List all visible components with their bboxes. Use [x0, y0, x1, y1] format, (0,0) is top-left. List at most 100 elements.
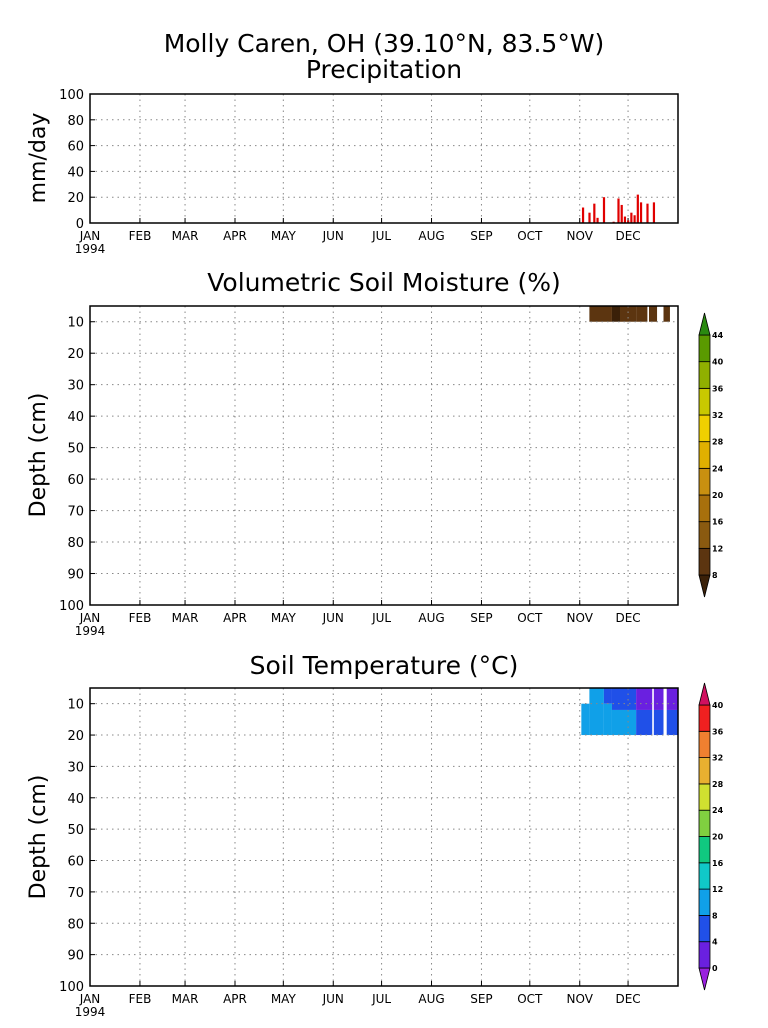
temperature-colorbar: 0 4 8 12 16 20 24 28 32 36 40 [698, 682, 724, 991]
precip-tick-label: 100 [59, 88, 84, 103]
precip-tick-label: 20 [67, 191, 84, 206]
moisture-ylabel: Depth (cm) [26, 393, 51, 518]
moisture-frame [89, 305, 679, 606]
moisture-swatch [698, 387, 711, 416]
moisture-cell [663, 306, 670, 322]
precip-year-label: 1994 [75, 242, 106, 256]
temperature-ylabel: Depth (cm) [26, 775, 51, 900]
temperature-month-label: JUL [371, 992, 391, 1006]
moisture-swatch [698, 361, 711, 389]
precip-bar [646, 203, 649, 223]
moisture-swatch [698, 467, 711, 496]
moisture-colorbar-label: 8 [712, 571, 718, 580]
precip-bar [581, 207, 585, 223]
temperature-swatch [698, 915, 711, 943]
precip-month-label: NOV [567, 229, 594, 243]
moisture-month-label: MAR [172, 611, 199, 625]
temperature-swatch [698, 682, 711, 706]
temperature-cell [611, 709, 637, 736]
temperature-colorbar-label: 24 [712, 806, 724, 815]
precip-month-label: JUL [371, 229, 391, 243]
temperature-month-label: JUN [322, 992, 344, 1006]
precip-tick-label: 80 [67, 114, 84, 129]
precip-bar [623, 216, 627, 223]
temperature-month-label: FEB [129, 992, 152, 1006]
temperature-title: Soil Temperature (°C) [250, 651, 519, 680]
moisture-month-label: NOV [567, 611, 594, 625]
moisture-plot: JAN FEB MAR APR MAY JUN JUL AUG SEP OCT NOV DEC 1994… [59, 305, 679, 638]
precip-bar [596, 217, 599, 223]
temperature-swatch [698, 941, 711, 969]
temperature-month-label: JAN [79, 992, 101, 1006]
moisture-colorbar-label: 32 [712, 411, 723, 420]
moisture-swatch [698, 521, 711, 549]
moisture-month-label: MAY [271, 611, 297, 625]
precip-bar [617, 198, 620, 223]
temperature-cell [603, 688, 612, 704]
moisture-swatch [698, 441, 711, 469]
moisture-month-label: JUN [322, 611, 344, 625]
figure-title: Molly Caren, OH (39.10°N, 83.5°W) [164, 29, 605, 58]
temperature-swatch [698, 730, 711, 758]
precip-month-label: MAR [172, 229, 199, 243]
precip-bar [630, 212, 633, 223]
temperature-cell [666, 688, 678, 710]
temperature-month-label: AUG [418, 992, 444, 1006]
moisture-colorbar-label: 12 [712, 544, 723, 553]
moisture-month-label: OCT [517, 611, 543, 625]
moisture-tick-label: 100 [59, 599, 84, 614]
precip-tick-label: 0 [76, 217, 84, 232]
temperature-tick-label: 100 [59, 980, 84, 995]
moisture-month-label: AUG [418, 611, 444, 625]
temperature-plot: JAN FEB MAR APR MAY JUN JUL AUG SEP OCT NOV DEC 1994… [59, 687, 679, 1019]
moisture-tick-label: 10 [67, 316, 84, 331]
moisture-tick-label: 90 [67, 568, 84, 583]
moisture-swatch [698, 312, 711, 336]
temperature-cell [653, 709, 664, 736]
temperature-swatch [698, 783, 711, 811]
temperature-month-label: NOV [567, 992, 594, 1006]
temperature-colorbar-label: 0 [712, 964, 718, 973]
temperature-year-label: 1994 [75, 1005, 106, 1019]
precip-month-label: JUN [322, 229, 344, 243]
temperature-tick-label: 90 [67, 949, 84, 964]
temperature-tick-label: 40 [67, 792, 84, 807]
precip-plot: JAN FEB MAR APR MAY JUN JUL AUG SEP OCT NOV DEC 1994… [59, 88, 679, 256]
precip-month-label: AUG [418, 229, 444, 243]
moisture-month-label: SEP [470, 611, 492, 625]
precip-bar [593, 203, 596, 223]
temperature-swatch [698, 888, 711, 916]
temperature-swatch [698, 704, 711, 732]
temperature-colorbar-label: 28 [712, 780, 724, 789]
temperature-swatch [698, 836, 711, 864]
moisture-cell [611, 306, 621, 322]
moisture-colorbar-label: 40 [712, 358, 724, 367]
precip-bar [620, 204, 623, 223]
moisture-cell [620, 306, 637, 322]
moisture-cell [589, 306, 612, 322]
moisture-month-label: JAN [79, 611, 101, 625]
moisture-swatch [698, 574, 711, 598]
temperature-swatch [698, 967, 711, 991]
moisture-tick-label: 30 [67, 379, 84, 394]
temperature-colorbar-label: 20 [712, 833, 724, 842]
temperature-cell [589, 688, 604, 736]
precip-ylabel: mm/day [26, 113, 51, 204]
temperature-tick-label: 80 [67, 917, 84, 932]
precip-tick-label: 40 [67, 165, 84, 180]
moisture-swatch [698, 547, 711, 576]
temperature-colorbar-label: 32 [712, 754, 723, 763]
moisture-tick-label: 80 [67, 536, 84, 551]
temperature-tick-label: 20 [67, 729, 84, 744]
moisture-tick-label: 70 [67, 505, 84, 520]
moisture-colorbar-label: 36 [712, 384, 724, 393]
temperature-tick-label: 30 [67, 760, 84, 775]
temperature-tick-label: 50 [67, 823, 84, 838]
temperature-month-label: DEC [615, 992, 640, 1006]
temperature-month-label: OCT [517, 992, 543, 1006]
temperature-swatch [698, 862, 711, 890]
precip-bar [588, 212, 591, 223]
temperature-tick-label: 10 [67, 698, 84, 713]
temperature-month-label: MAY [271, 992, 297, 1006]
precip-bar [636, 194, 639, 223]
